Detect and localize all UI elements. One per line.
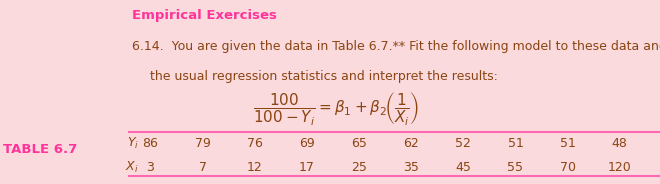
Text: 3: 3	[147, 161, 154, 174]
Text: 35: 35	[403, 161, 419, 174]
Text: 45: 45	[455, 161, 471, 174]
Text: 76: 76	[247, 137, 263, 150]
Text: 51: 51	[560, 137, 576, 150]
Text: 48: 48	[612, 137, 628, 150]
Text: 55: 55	[508, 161, 523, 174]
Text: TABLE 6.7: TABLE 6.7	[3, 143, 78, 155]
Text: $\dfrac{100}{100 - Y_i} = \beta_1 + \beta_2\!\left(\dfrac{1}{X_i}\right)$: $\dfrac{100}{100 - Y_i} = \beta_1 + \bet…	[253, 90, 420, 127]
Text: the usual regression statistics and interpret the results:: the usual regression statistics and inte…	[150, 70, 498, 83]
Text: 12: 12	[247, 161, 263, 174]
Text: 25: 25	[351, 161, 367, 174]
Text: 52: 52	[455, 137, 471, 150]
Text: $Y_i$: $Y_i$	[127, 136, 139, 151]
Text: 79: 79	[195, 137, 211, 150]
Text: 62: 62	[403, 137, 419, 150]
Text: 120: 120	[608, 161, 632, 174]
Text: 70: 70	[560, 161, 576, 174]
Text: 86: 86	[143, 137, 158, 150]
Text: 65: 65	[351, 137, 367, 150]
Text: 6.14.  You are given the data in Table 6.7.** Fit the following model to these d: 6.14. You are given the data in Table 6.…	[132, 40, 660, 54]
Text: $X_i$: $X_i$	[125, 160, 139, 175]
Text: 7: 7	[199, 161, 207, 174]
Text: 17: 17	[299, 161, 315, 174]
Text: Empirical Exercises: Empirical Exercises	[132, 9, 277, 22]
Text: 69: 69	[299, 137, 315, 150]
Text: 51: 51	[508, 137, 523, 150]
